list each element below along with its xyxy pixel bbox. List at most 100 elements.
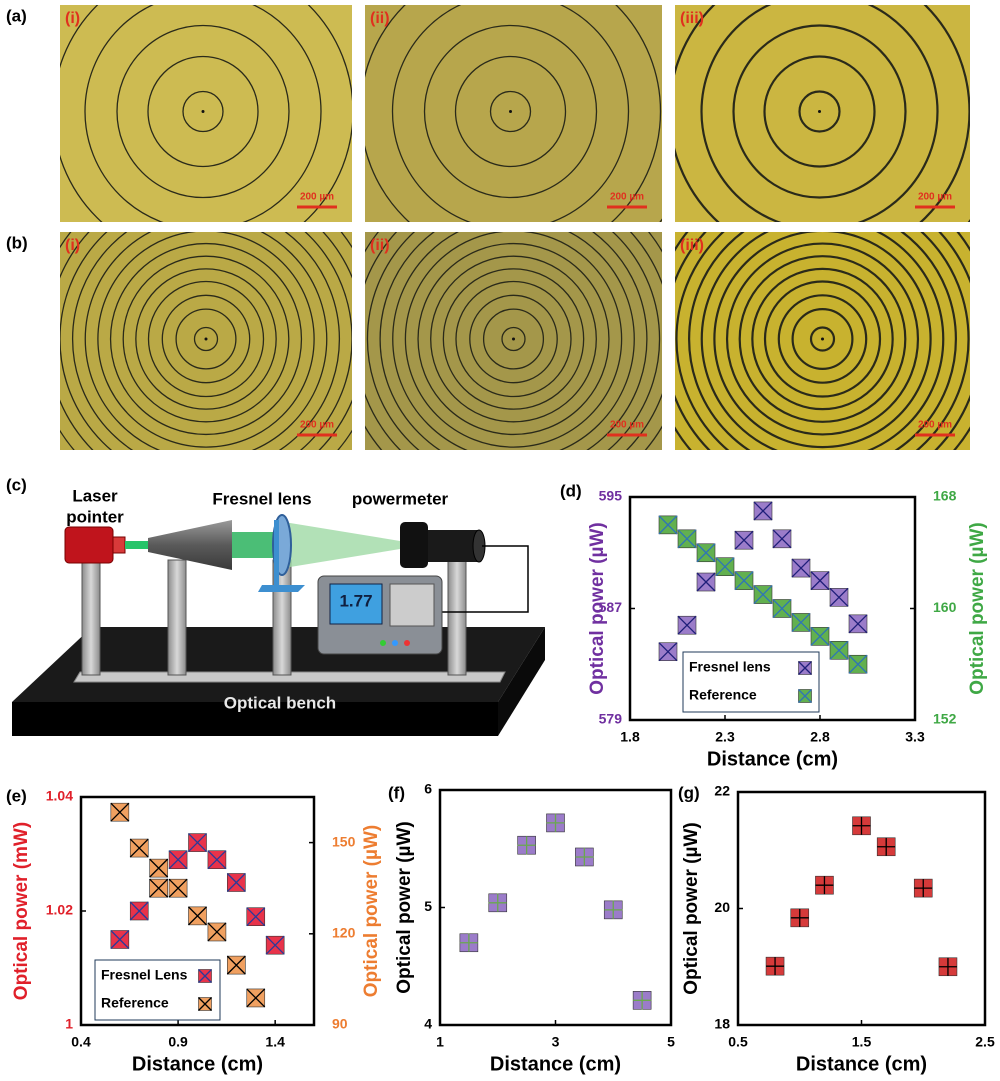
center-dot	[201, 110, 205, 113]
led	[380, 640, 386, 646]
y-tick-label: 20	[714, 899, 730, 915]
marker	[188, 906, 207, 926]
marker-cross	[246, 907, 266, 927]
scale-bar-label: 200 µm	[300, 420, 334, 431]
marker	[188, 833, 207, 853]
marker-cross	[798, 689, 812, 703]
y-tick-label: 587	[599, 599, 623, 615]
center-dot	[204, 337, 208, 341]
marker	[149, 858, 169, 878]
panel-label: (e)	[6, 786, 27, 805]
bench-label: Optical bench	[224, 693, 336, 712]
x-tick-label: 2.8	[810, 729, 830, 745]
marker	[226, 955, 246, 975]
marker	[603, 900, 623, 920]
x-tick-label: 3	[552, 1034, 560, 1050]
zone-ring	[161, 294, 251, 384]
y2-tick-label: 150	[332, 833, 356, 849]
marker	[791, 558, 811, 578]
zone-ring	[688, 232, 957, 450]
zone-ring	[501, 326, 526, 352]
marker-cross	[658, 515, 678, 535]
marker	[772, 599, 792, 618]
marker-cross	[459, 933, 478, 952]
zone-ring	[430, 255, 597, 423]
x-tick-label: 3.3	[905, 729, 925, 745]
laser-tip	[112, 536, 126, 554]
y2-tick-label: 160	[933, 599, 957, 615]
marker	[110, 802, 130, 822]
meter-screen	[329, 583, 383, 625]
zone-ring	[71, 232, 341, 450]
marker-cross	[753, 585, 773, 605]
marker-cross	[848, 614, 868, 634]
marker	[149, 878, 169, 898]
cable	[440, 545, 529, 613]
zone-ring	[489, 90, 532, 133]
marker	[791, 612, 811, 632]
marker-cross	[265, 935, 285, 955]
zone-ring	[700, 5, 939, 222]
image-label: (i)	[65, 237, 80, 254]
marker-cross	[829, 640, 849, 660]
marker	[168, 850, 188, 870]
marker-cross	[226, 873, 246, 892]
laser-label: pointer	[66, 507, 124, 526]
y2-tick-label: 152	[933, 711, 957, 727]
micrograph-bg	[60, 5, 352, 222]
marker	[168, 878, 188, 898]
lens-label: Fresnel lens	[212, 489, 311, 508]
zone-ring	[404, 232, 623, 448]
legend-label: Reference	[101, 995, 169, 1011]
scale-bar-label: 200 µm	[300, 192, 334, 203]
led	[404, 640, 410, 646]
zone-ring	[738, 255, 907, 423]
zone-ring	[751, 267, 894, 411]
micrograph	[365, 232, 662, 450]
y2-axis-label: Optical power (µW)	[967, 522, 988, 694]
scale-bar-label: 200 µm	[610, 420, 644, 431]
marker	[798, 689, 812, 703]
x-tick-label: 1.4	[265, 1034, 285, 1050]
marker	[265, 935, 285, 955]
marker-cross	[914, 879, 933, 898]
marker-cross	[734, 571, 754, 591]
zone-ring	[791, 308, 854, 371]
marker-cross	[517, 836, 536, 855]
marker-cross	[677, 615, 697, 635]
lens-mount	[274, 520, 279, 588]
marker-cross	[753, 501, 773, 521]
x-axis-label: Distance (cm)	[796, 1053, 927, 1075]
marker	[632, 991, 652, 1010]
micrograph-bg	[675, 232, 970, 450]
x-tick-label: 1.5	[852, 1034, 872, 1050]
marker-cross	[488, 893, 507, 912]
zone-ring	[365, 5, 662, 222]
marker-cross	[829, 587, 849, 607]
marker-cross	[188, 833, 207, 853]
marker	[246, 988, 266, 1008]
zone-ring	[392, 232, 635, 450]
center-dot	[818, 110, 821, 113]
marker	[790, 908, 810, 928]
y-tick-label: 22	[714, 783, 730, 799]
micrograph	[675, 232, 970, 450]
marker	[772, 529, 792, 549]
scale-bar-label: 200 µm	[918, 192, 952, 203]
panel-label: (d)	[560, 481, 582, 500]
marker	[129, 838, 149, 858]
marker	[815, 875, 834, 895]
marker	[226, 873, 246, 892]
marker	[913, 878, 933, 898]
image-label: (iii)	[680, 237, 704, 254]
zone-ring	[763, 280, 882, 398]
legend-label: Reference	[689, 687, 757, 703]
post	[81, 559, 101, 676]
marker-cross	[848, 654, 868, 674]
legend-label: Fresnel lens	[689, 659, 771, 675]
zone-ring	[469, 294, 558, 384]
marker-cross	[658, 642, 678, 662]
y-axis-label: Optical power (mW)	[11, 822, 32, 1000]
marker	[459, 933, 479, 953]
